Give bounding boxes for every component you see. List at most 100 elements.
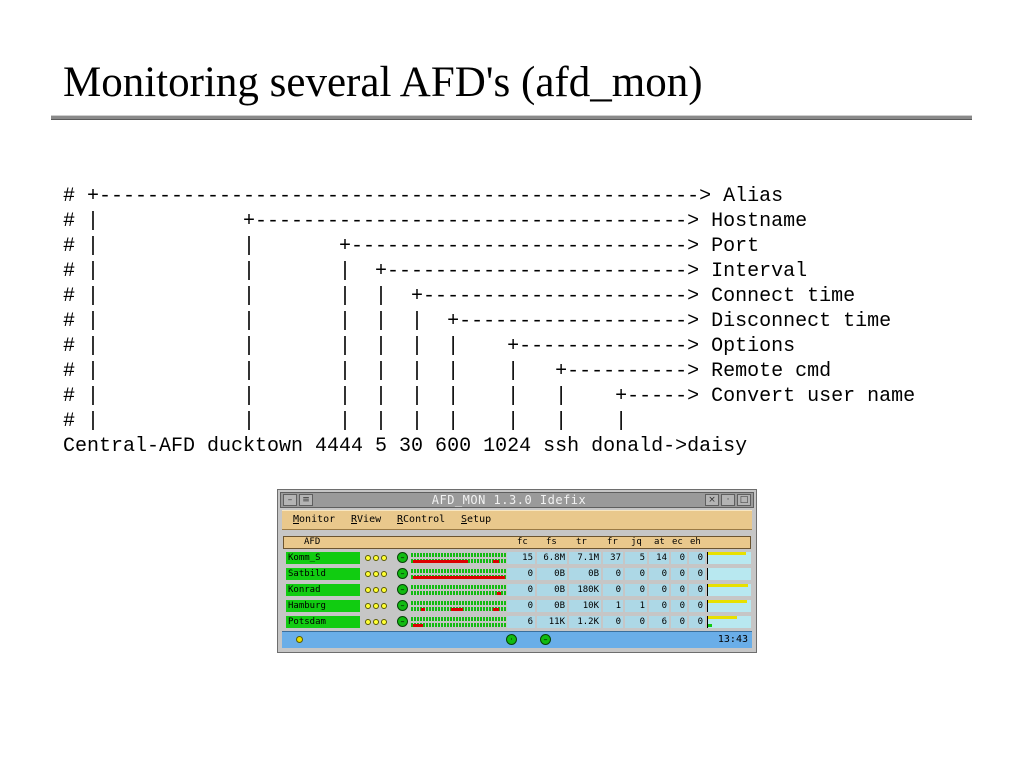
afd-alias[interactable]: Hamburg (286, 600, 360, 612)
cell-ec: 0 (671, 568, 687, 580)
status-led-icon (296, 636, 303, 643)
status-led-icon (373, 587, 379, 593)
cell-fr: 0 (603, 568, 623, 580)
window-titlebar[interactable]: – ≡ AFD_MON 1.3.0 Idefix × · □ (280, 492, 754, 508)
status-led-icon (381, 587, 387, 593)
afd-alias[interactable]: Potsdam (286, 616, 360, 628)
cell-tr: 0B (569, 568, 601, 580)
maximize-icon[interactable]: □ (737, 494, 751, 506)
cell-eh: 0 (689, 616, 705, 628)
cell-jq: 1 (625, 600, 647, 612)
cell-fr: 0 (603, 584, 623, 596)
status-led-icon (373, 619, 379, 625)
status-led-icon (365, 555, 371, 561)
usage-bar (708, 552, 746, 555)
table-row[interactable]: Konrad –0 0B 180K 0 0 0 0 0 (283, 583, 751, 597)
title-divider (51, 115, 972, 120)
status-led-icon (381, 603, 387, 609)
window-list-icon[interactable]: ≡ (299, 494, 313, 506)
cell-ec: 0 (671, 616, 687, 628)
slide-title: Monitoring several AFD's (afd_mon) (63, 59, 703, 106)
usage-bar (708, 616, 737, 619)
connection-status-icon: – (397, 600, 408, 611)
cell-tr: 1.2K (569, 616, 601, 628)
cell-at: 0 (649, 600, 669, 612)
status-led-icon (381, 619, 387, 625)
menu-rview[interactable]: RView (351, 514, 382, 525)
status-info-icon[interactable]: · (506, 634, 517, 645)
afd-alias[interactable]: Komm_S (286, 552, 360, 564)
menu-setup[interactable]: Setup (461, 514, 492, 525)
table-row[interactable]: Hamburg –0 0B 10K 1 1 0 0 0 (283, 599, 751, 613)
connection-status-icon: – (397, 616, 408, 627)
status-led-icon (373, 603, 379, 609)
cell-fc: 0 (507, 584, 535, 596)
cell-tr: 180K (569, 584, 601, 596)
usage-graph (707, 584, 751, 596)
status-led-icon (365, 619, 371, 625)
cell-eh: 0 (689, 600, 705, 612)
process-bars (411, 585, 508, 595)
status-led-icon (373, 571, 379, 577)
process-bars (411, 553, 508, 563)
menu-monitor[interactable]: Monitor (293, 514, 336, 525)
status-led-icon (365, 603, 371, 609)
cell-jq: 5 (625, 552, 647, 564)
status-led-icon (365, 587, 371, 593)
cell-fc: 0 (507, 600, 535, 612)
connection-status-icon: – (397, 584, 408, 595)
status-led-icon (381, 555, 387, 561)
cell-ec: 0 (671, 584, 687, 596)
cell-eh: 0 (689, 584, 705, 596)
minimize-icon[interactable]: · (721, 494, 735, 506)
cell-jq: 0 (625, 568, 647, 580)
config-example: # +-------------------------------------… (63, 185, 916, 458)
cell-jq: 0 (625, 584, 647, 596)
cell-eh: 0 (689, 552, 705, 564)
cell-at: 14 (649, 552, 669, 564)
close-icon[interactable]: × (705, 494, 719, 506)
col-fc: fc (517, 537, 528, 547)
status-led-icon (381, 571, 387, 577)
cell-at: 0 (649, 568, 669, 580)
cell-jq: 0 (625, 616, 647, 628)
status-connect-icon[interactable]: – (540, 634, 551, 645)
column-header: AFD fc fs tr fr jq at ec eh (283, 536, 751, 549)
status-led-icon (373, 555, 379, 561)
usage-bar (708, 600, 747, 603)
col-ec: ec (672, 537, 683, 547)
menubar: Monitor RView RControl Setup (282, 510, 752, 530)
usage-graph (707, 616, 751, 628)
usage-graph (707, 600, 751, 612)
cell-fs: 6.8M (537, 552, 567, 564)
status-time: 13:43 (717, 634, 748, 645)
table-row[interactable]: Satbild –0 0B 0B 0 0 0 0 0 (283, 567, 751, 581)
col-fs: fs (546, 537, 557, 547)
status-led-icon (365, 571, 371, 577)
cell-eh: 0 (689, 568, 705, 580)
cell-fc: 15 (507, 552, 535, 564)
cell-fs: 0B (537, 568, 567, 580)
afd-alias[interactable]: Konrad (286, 584, 360, 596)
connection-status-icon: – (397, 568, 408, 579)
table-row[interactable]: Potsdam –6 11K 1.2K 0 0 6 0 0 (283, 615, 751, 629)
cell-fc: 6 (507, 616, 535, 628)
cell-ec: 0 (671, 552, 687, 564)
usage-bar (708, 584, 748, 587)
cell-fr: 1 (603, 600, 623, 612)
table-row[interactable]: Komm_S –15 6.8M 7.1M 37 5 14 0 0 (283, 551, 751, 565)
cell-at: 0 (649, 584, 669, 596)
window-title: AFD_MON 1.3.0 Idefix (431, 493, 587, 507)
window-menu-icon[interactable]: – (283, 494, 297, 506)
cell-at: 6 (649, 616, 669, 628)
col-afd: AFD (304, 537, 321, 547)
cell-fr: 0 (603, 616, 623, 628)
col-at: at (654, 537, 665, 547)
afd-mon-window: – ≡ AFD_MON 1.3.0 Idefix × · □ Monitor R… (277, 489, 757, 653)
afd-alias[interactable]: Satbild (286, 568, 360, 580)
status-bar: · – 13:43 (282, 631, 752, 648)
menu-rcontrol[interactable]: RControl (397, 514, 446, 525)
col-tr: tr (576, 537, 587, 547)
cell-ec: 0 (671, 600, 687, 612)
connection-status-icon: – (397, 552, 408, 563)
